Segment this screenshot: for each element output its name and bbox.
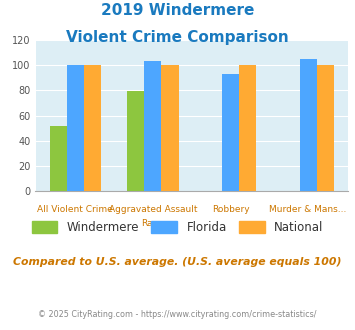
Text: Compared to U.S. average. (U.S. average equals 100): Compared to U.S. average. (U.S. average … <box>13 257 342 267</box>
Bar <box>162 65 179 191</box>
Bar <box>317 65 334 191</box>
Text: Violent Crime Comparison: Violent Crime Comparison <box>66 30 289 45</box>
Bar <box>127 91 144 191</box>
Text: 2019 Windermere: 2019 Windermere <box>101 3 254 18</box>
Bar <box>50 126 67 191</box>
Text: Rape: Rape <box>141 219 164 228</box>
Text: All Violent Crime: All Violent Crime <box>37 205 113 214</box>
Text: Aggravated Assault: Aggravated Assault <box>109 205 197 214</box>
Text: Robbery: Robbery <box>212 205 249 214</box>
Legend: Windermere, Florida, National: Windermere, Florida, National <box>27 216 328 239</box>
Bar <box>239 65 256 191</box>
Text: © 2025 CityRating.com - https://www.cityrating.com/crime-statistics/: © 2025 CityRating.com - https://www.city… <box>38 310 317 319</box>
Bar <box>67 65 84 191</box>
Bar <box>222 74 239 191</box>
Text: Murder & Mans...: Murder & Mans... <box>269 205 347 214</box>
Bar <box>84 65 101 191</box>
Bar <box>144 61 162 191</box>
Bar <box>300 59 317 191</box>
